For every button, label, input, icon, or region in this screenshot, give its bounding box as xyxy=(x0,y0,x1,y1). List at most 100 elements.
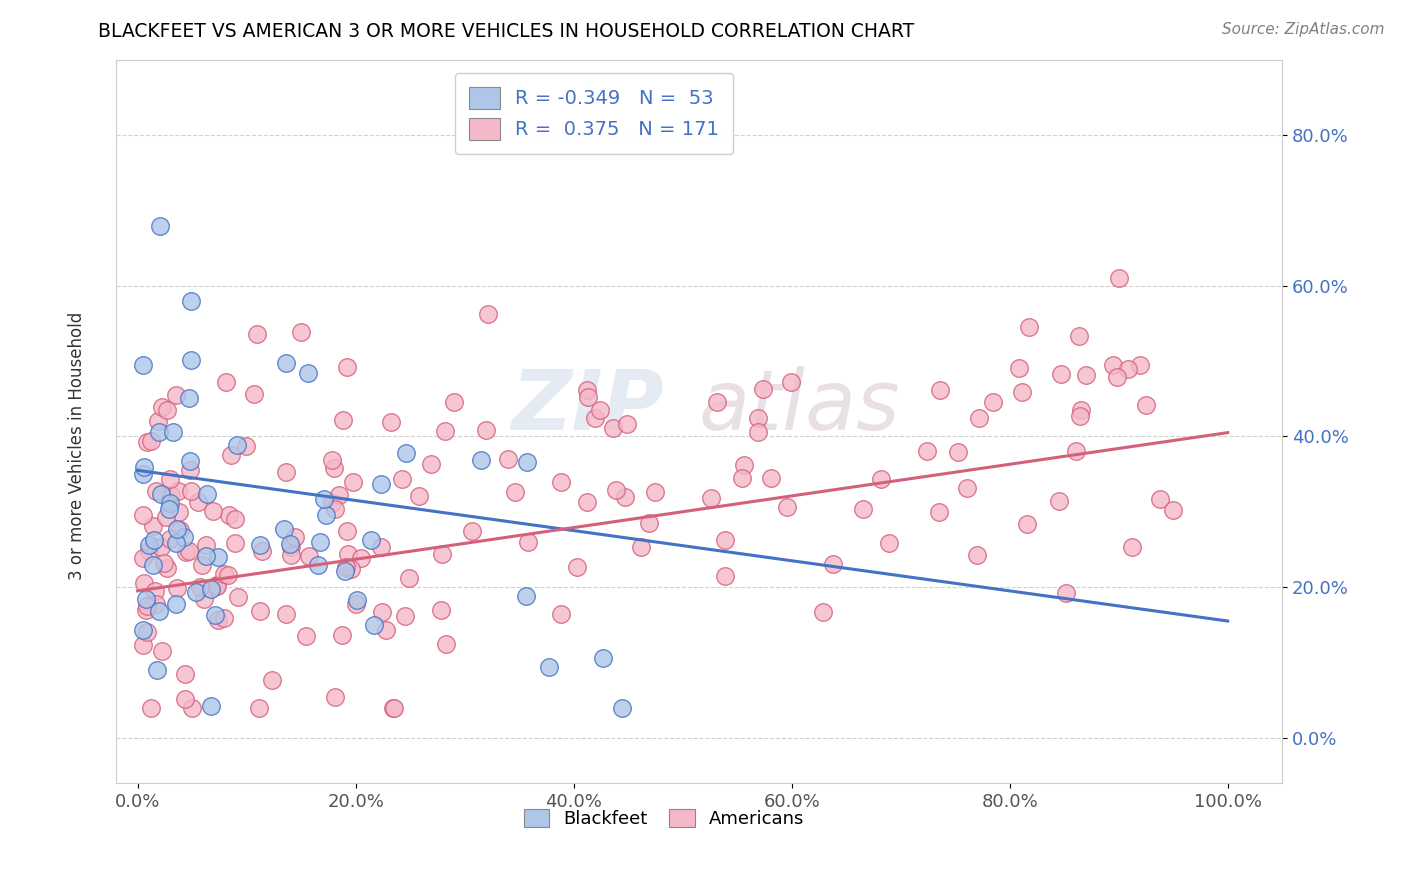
Point xyxy=(1066,443,1088,458)
Point xyxy=(1128,358,1150,372)
Point xyxy=(515,589,537,603)
Point xyxy=(249,538,271,552)
Point xyxy=(135,624,157,639)
Point xyxy=(193,592,215,607)
Point xyxy=(470,453,492,467)
Point xyxy=(204,608,226,623)
Point xyxy=(1017,517,1039,532)
Point xyxy=(280,541,302,555)
Point xyxy=(141,700,163,714)
Point xyxy=(179,462,201,476)
Point xyxy=(205,579,228,593)
Point xyxy=(145,597,167,611)
Point xyxy=(915,444,938,458)
Point xyxy=(243,387,266,401)
Point xyxy=(200,698,222,713)
Point xyxy=(132,358,155,372)
Point xyxy=(330,628,353,642)
Point xyxy=(433,424,456,438)
Point xyxy=(166,581,188,595)
Point xyxy=(1108,271,1130,285)
Point xyxy=(1067,328,1090,343)
Point xyxy=(132,576,155,591)
Point xyxy=(332,413,354,427)
Point xyxy=(149,219,172,233)
Point xyxy=(169,523,191,537)
Point xyxy=(159,473,181,487)
Point xyxy=(180,483,202,498)
Point xyxy=(194,538,217,552)
Point xyxy=(224,512,246,526)
Point xyxy=(166,523,188,537)
Point xyxy=(246,326,269,341)
Point xyxy=(224,536,246,550)
Point xyxy=(430,547,453,561)
Point xyxy=(340,561,363,575)
Point xyxy=(613,490,636,504)
Point xyxy=(159,488,181,502)
Point xyxy=(375,623,398,637)
Point xyxy=(370,477,392,491)
Point xyxy=(148,604,170,618)
Point xyxy=(429,603,451,617)
Point xyxy=(174,544,197,558)
Point xyxy=(195,486,218,500)
Point xyxy=(284,530,307,544)
Point xyxy=(280,548,302,562)
Point xyxy=(929,383,952,397)
Point xyxy=(699,491,721,506)
Point xyxy=(398,571,420,585)
Point xyxy=(605,483,627,497)
Point xyxy=(138,538,160,552)
Point xyxy=(136,599,159,613)
Point xyxy=(180,352,202,367)
Point xyxy=(550,607,572,621)
Point xyxy=(380,415,402,429)
Point xyxy=(177,544,200,558)
Point xyxy=(869,472,891,486)
Point xyxy=(226,590,249,604)
Point xyxy=(821,557,844,571)
Point xyxy=(335,559,357,574)
Point xyxy=(323,502,346,516)
Point xyxy=(714,533,737,548)
Point xyxy=(1070,403,1092,417)
Text: ZIP: ZIP xyxy=(512,367,664,448)
Point xyxy=(179,453,201,467)
Point xyxy=(149,540,172,554)
Point xyxy=(148,425,170,439)
Point xyxy=(363,618,385,632)
Point xyxy=(576,494,599,508)
Point xyxy=(315,508,337,523)
Point xyxy=(955,481,977,495)
Point xyxy=(195,549,218,564)
Point xyxy=(162,425,184,439)
Point xyxy=(1116,361,1139,376)
Point xyxy=(187,495,209,509)
Text: BLACKFEET VS AMERICAN 3 OR MORE VEHICLES IN HOUSEHOLD CORRELATION CHART: BLACKFEET VS AMERICAN 3 OR MORE VEHICLES… xyxy=(98,22,915,41)
Point xyxy=(273,522,295,536)
Point xyxy=(565,560,588,574)
Point xyxy=(252,544,274,558)
Text: 3 or more Vehicles in Household: 3 or more Vehicles in Household xyxy=(69,312,86,580)
Point xyxy=(212,567,235,582)
Point xyxy=(477,307,499,321)
Point xyxy=(132,508,155,522)
Point xyxy=(360,533,382,547)
Point xyxy=(145,483,167,498)
Point xyxy=(637,516,659,530)
Point xyxy=(333,565,356,579)
Point xyxy=(852,501,875,516)
Point xyxy=(217,567,239,582)
Point xyxy=(761,471,783,485)
Point xyxy=(1018,320,1040,334)
Text: atlas: atlas xyxy=(699,367,901,448)
Point xyxy=(180,700,202,714)
Point xyxy=(143,533,166,547)
Point xyxy=(157,502,180,516)
Point xyxy=(516,455,538,469)
Point xyxy=(190,558,212,573)
Point xyxy=(159,533,181,547)
Point xyxy=(249,604,271,618)
Point xyxy=(1054,585,1077,599)
